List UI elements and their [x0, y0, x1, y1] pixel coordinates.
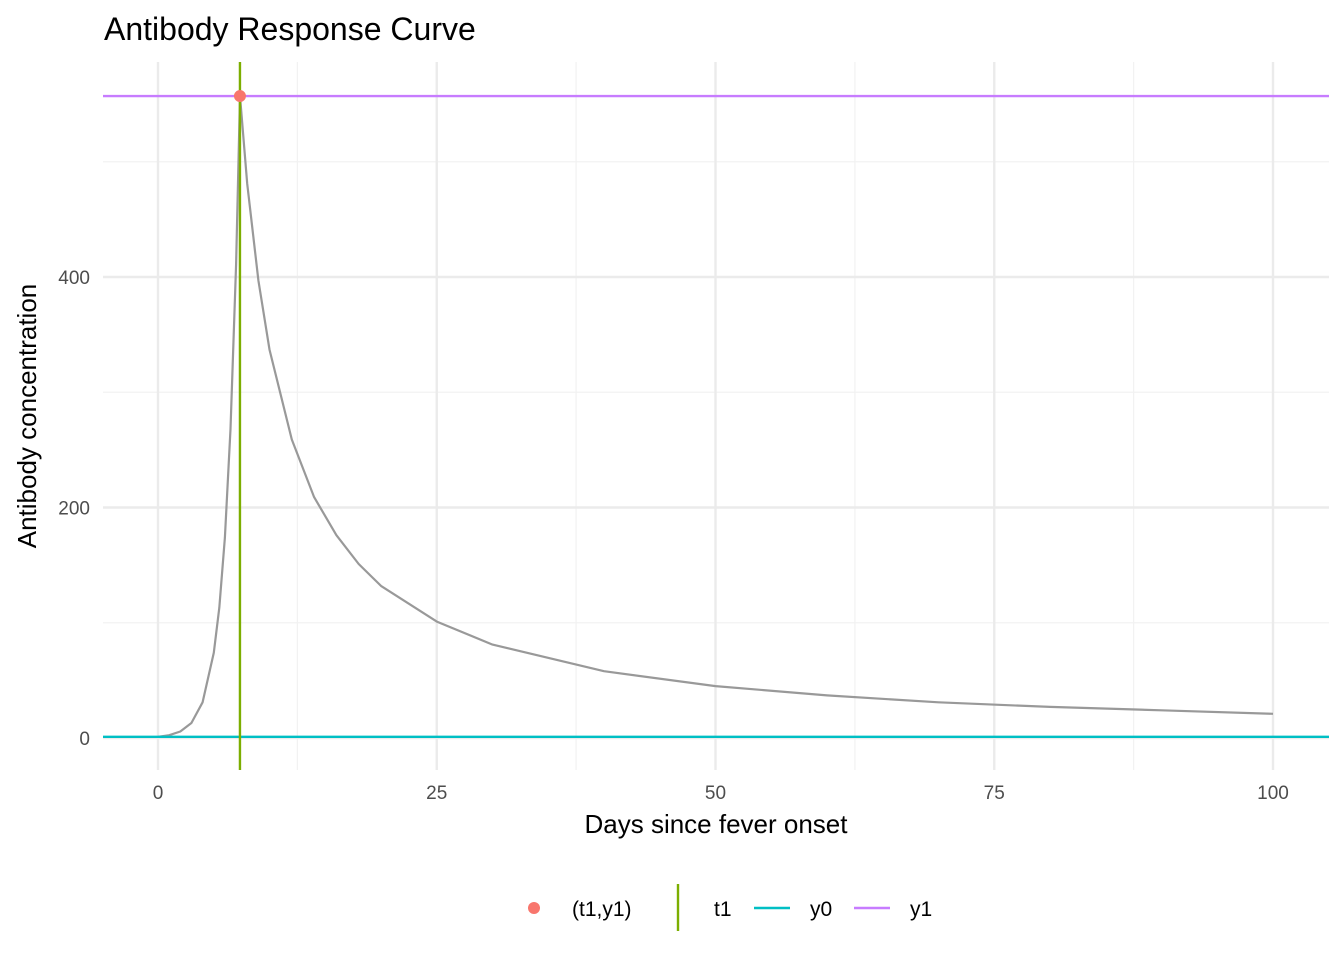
- x-axis-title: Days since fever onset: [584, 809, 848, 839]
- y-tick-label: 400: [58, 268, 90, 289]
- x-tick-label: 0: [153, 783, 164, 804]
- legend-label: (t1,y1): [572, 898, 632, 921]
- legend-key-point: [528, 902, 540, 914]
- x-axis-ticks: 0 25 50 75 100: [153, 783, 1289, 804]
- x-tick-label: 50: [705, 783, 726, 804]
- x-tick-label: 100: [1257, 783, 1289, 804]
- x-tick-label: 75: [984, 783, 1005, 804]
- legend-label: y1: [910, 898, 932, 921]
- chart-title: Antibody Response Curve: [104, 11, 476, 47]
- y-tick-label: 200: [58, 499, 90, 520]
- legend-label: y0: [810, 898, 832, 921]
- y-axis-title: Antibody concentration: [12, 284, 42, 549]
- y-tick-label: 0: [79, 729, 90, 750]
- legend: (t1,y1) t1 y0 y1: [528, 884, 932, 931]
- x-tick-label: 25: [426, 783, 447, 804]
- legend-label: t1: [714, 898, 732, 921]
- y-axis-ticks: 0 200 400: [58, 268, 90, 750]
- antibody-curve: [157, 94, 1274, 738]
- peak-point: [233, 90, 246, 103]
- plot-marks: [103, 62, 1329, 770]
